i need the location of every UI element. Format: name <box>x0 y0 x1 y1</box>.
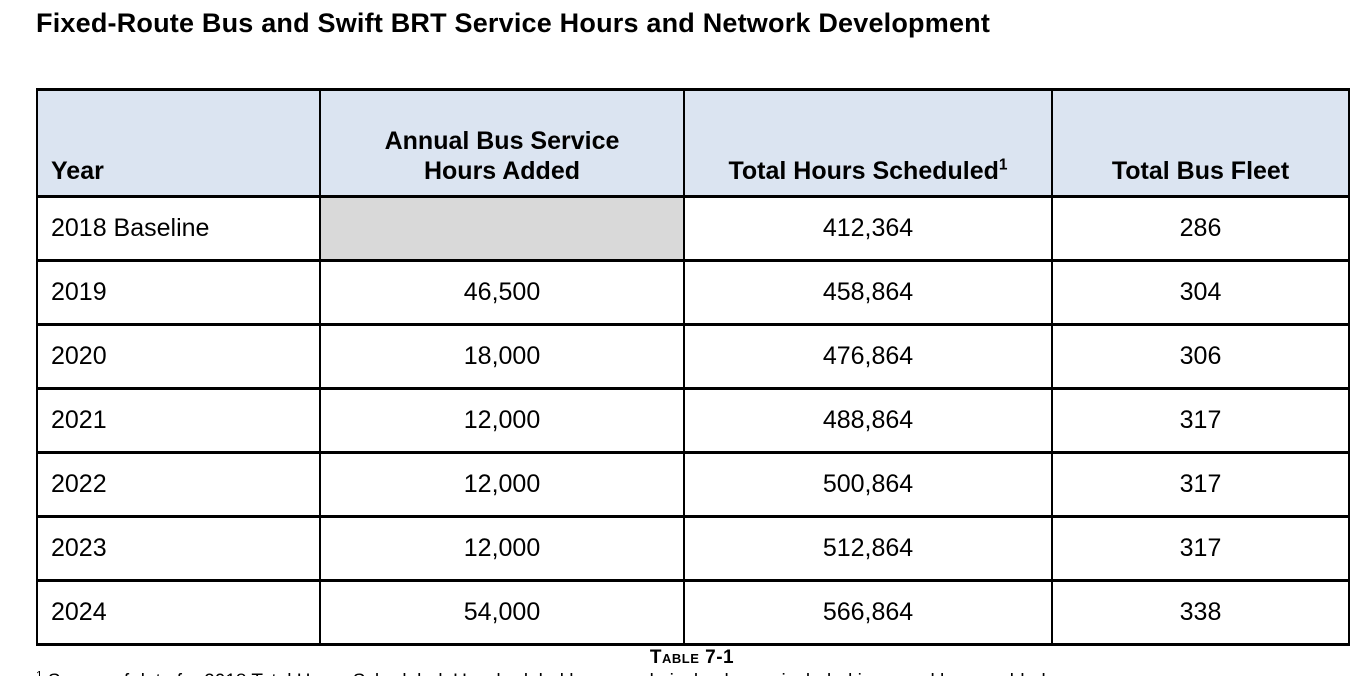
cell-fleet: 317 <box>1051 387 1350 454</box>
cell-fleet: 317 <box>1051 515 1350 582</box>
cell-hours-added: 12,000 <box>319 451 685 518</box>
table-row: 2024 54,000 566,864 338 <box>36 579 1350 646</box>
cell-year: 2019 <box>36 259 321 326</box>
cell-hours-added: 12,000 <box>319 515 685 582</box>
cell-hours-added: 46,500 <box>319 259 685 326</box>
table-row: 2019 46,500 458,864 304 <box>36 259 1350 326</box>
column-header-fleet: Total Bus Fleet <box>1051 88 1350 198</box>
cell-year: 2023 <box>36 515 321 582</box>
cell-fleet: 306 <box>1051 323 1350 390</box>
table-row: 2022 12,000 500,864 317 <box>36 451 1350 518</box>
column-header-total-hours: Total Hours Scheduled1 <box>683 88 1053 198</box>
table-row: 2021 12,000 488,864 317 <box>36 387 1350 454</box>
table-row: 2020 18,000 476,864 306 <box>36 323 1350 390</box>
column-header-total-hours-label: Total Hours Scheduled <box>728 157 999 185</box>
cell-fleet: 304 <box>1051 259 1350 326</box>
cell-total-hours: 512,864 <box>683 515 1053 582</box>
table-row: 2023 12,000 512,864 317 <box>36 515 1350 582</box>
cell-fleet: 317 <box>1051 451 1350 518</box>
cell-total-hours: 566,864 <box>683 579 1053 646</box>
cell-hours-added-empty <box>319 195 685 262</box>
service-hours-table: Year Annual Bus Service Hours Added Tota… <box>36 88 1350 646</box>
cell-fleet: 338 <box>1051 579 1350 646</box>
footnote-marker-header: 1 <box>998 156 1008 174</box>
footnote: 1 Source of data for 2018 Total Hours Sc… <box>36 670 1348 676</box>
table-caption: Table 7-1 <box>649 647 735 668</box>
cell-hours-added: 54,000 <box>319 579 685 646</box>
cell-total-hours: 488,864 <box>683 387 1053 454</box>
cell-year: 2022 <box>36 451 321 518</box>
cell-year: 2020 <box>36 323 321 390</box>
footnote-marker: 1 <box>36 670 43 676</box>
cell-hours-added: 12,000 <box>319 387 685 454</box>
footnote-text: Source of data for 2018 Total Hours Sche… <box>48 671 1051 676</box>
cell-total-hours: 500,864 <box>683 451 1053 518</box>
cell-year: 2018 Baseline <box>36 195 321 262</box>
cell-year: 2024 <box>36 579 321 646</box>
header-row: Year Annual Bus Service Hours Added Tota… <box>36 88 1350 198</box>
cell-total-hours: 476,864 <box>683 323 1053 390</box>
page-title: Fixed-Route Bus and Swift BRT Service Ho… <box>36 8 991 38</box>
cell-total-hours: 412,364 <box>683 195 1053 262</box>
cell-hours-added: 18,000 <box>319 323 685 390</box>
column-header-hours-added: Annual Bus Service Hours Added <box>319 88 685 198</box>
cell-fleet: 286 <box>1051 195 1350 262</box>
cell-total-hours: 458,864 <box>683 259 1053 326</box>
column-header-year: Year <box>36 88 321 198</box>
table-row: 2018 Baseline 412,364 286 <box>36 195 1350 262</box>
cell-year: 2021 <box>36 387 321 454</box>
